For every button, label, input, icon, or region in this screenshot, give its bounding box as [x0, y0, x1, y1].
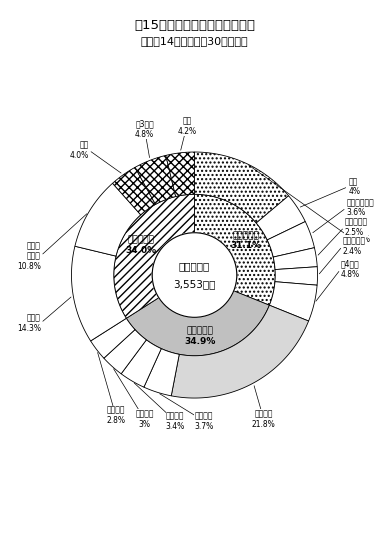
- Polygon shape: [194, 152, 289, 223]
- Polygon shape: [275, 267, 317, 285]
- Text: 窯業・土石
2.5%: 窯業・土石 2.5%: [344, 217, 368, 236]
- Text: 囱15　業種別付加価値額構成比: 囱15 業種別付加価値額構成比: [134, 19, 255, 32]
- Text: ゴム
4%: ゴム 4%: [348, 177, 360, 196]
- Text: 他3業種
4.8%: 他3業種 4.8%: [135, 119, 154, 139]
- Text: 繊維
4.2%: 繊維 4.2%: [177, 117, 196, 136]
- Polygon shape: [273, 248, 317, 270]
- Polygon shape: [104, 329, 146, 374]
- Text: 衣服
4.0%: 衣服 4.0%: [70, 140, 89, 160]
- Text: 食料品
14.3%: 食料品 14.3%: [17, 314, 41, 333]
- Text: 輸送機械
3.4%: 輸送機械 3.4%: [166, 411, 185, 431]
- Text: 生活関連型
34.0%: 生活関連型 34.0%: [125, 236, 156, 255]
- Polygon shape: [114, 194, 194, 318]
- Polygon shape: [112, 167, 156, 215]
- Text: 他4業種
4.8%: 他4業種 4.8%: [341, 260, 360, 279]
- Text: 電子部品
21.8%: 電子部品 21.8%: [252, 410, 275, 429]
- Text: 他２業種
2.8%: 他２業種 2.8%: [106, 406, 125, 425]
- Text: 飲料・
たばこ
10.8%: 飲料・ たばこ 10.8%: [17, 241, 41, 271]
- Polygon shape: [126, 291, 269, 356]
- Polygon shape: [121, 340, 161, 387]
- Polygon shape: [269, 282, 317, 321]
- Polygon shape: [75, 183, 141, 256]
- Polygon shape: [256, 196, 305, 240]
- Text: 付加価値額: 付加価値額: [179, 261, 210, 271]
- Text: 電気機械
3.7%: 電気機械 3.7%: [194, 411, 214, 431]
- Text: 一般機械
3%: 一般機械 3%: [135, 410, 154, 429]
- Polygon shape: [267, 222, 314, 257]
- Text: （平成14年：従業者30人以上）: （平成14年：従業者30人以上）: [141, 36, 248, 46]
- Polygon shape: [72, 246, 126, 341]
- Text: 基礎素材型
31.1%: 基礎素材型 31.1%: [230, 231, 261, 250]
- Polygon shape: [166, 152, 194, 196]
- Text: プラスチック
3.6%: プラスチック 3.6%: [346, 198, 374, 217]
- Circle shape: [152, 233, 237, 317]
- Polygon shape: [171, 305, 308, 398]
- Polygon shape: [91, 318, 135, 358]
- Text: パルプ・紙
2.4%: パルプ・紙 2.4%: [342, 236, 366, 256]
- Text: 3,553億円: 3,553億円: [173, 279, 216, 290]
- Polygon shape: [135, 156, 176, 205]
- Polygon shape: [194, 194, 275, 305]
- Text: 化学
13.9%: 化学 13.9%: [346, 225, 370, 244]
- Text: 加工組立型
34.9%: 加工組立型 34.9%: [184, 327, 216, 346]
- Polygon shape: [144, 349, 179, 396]
